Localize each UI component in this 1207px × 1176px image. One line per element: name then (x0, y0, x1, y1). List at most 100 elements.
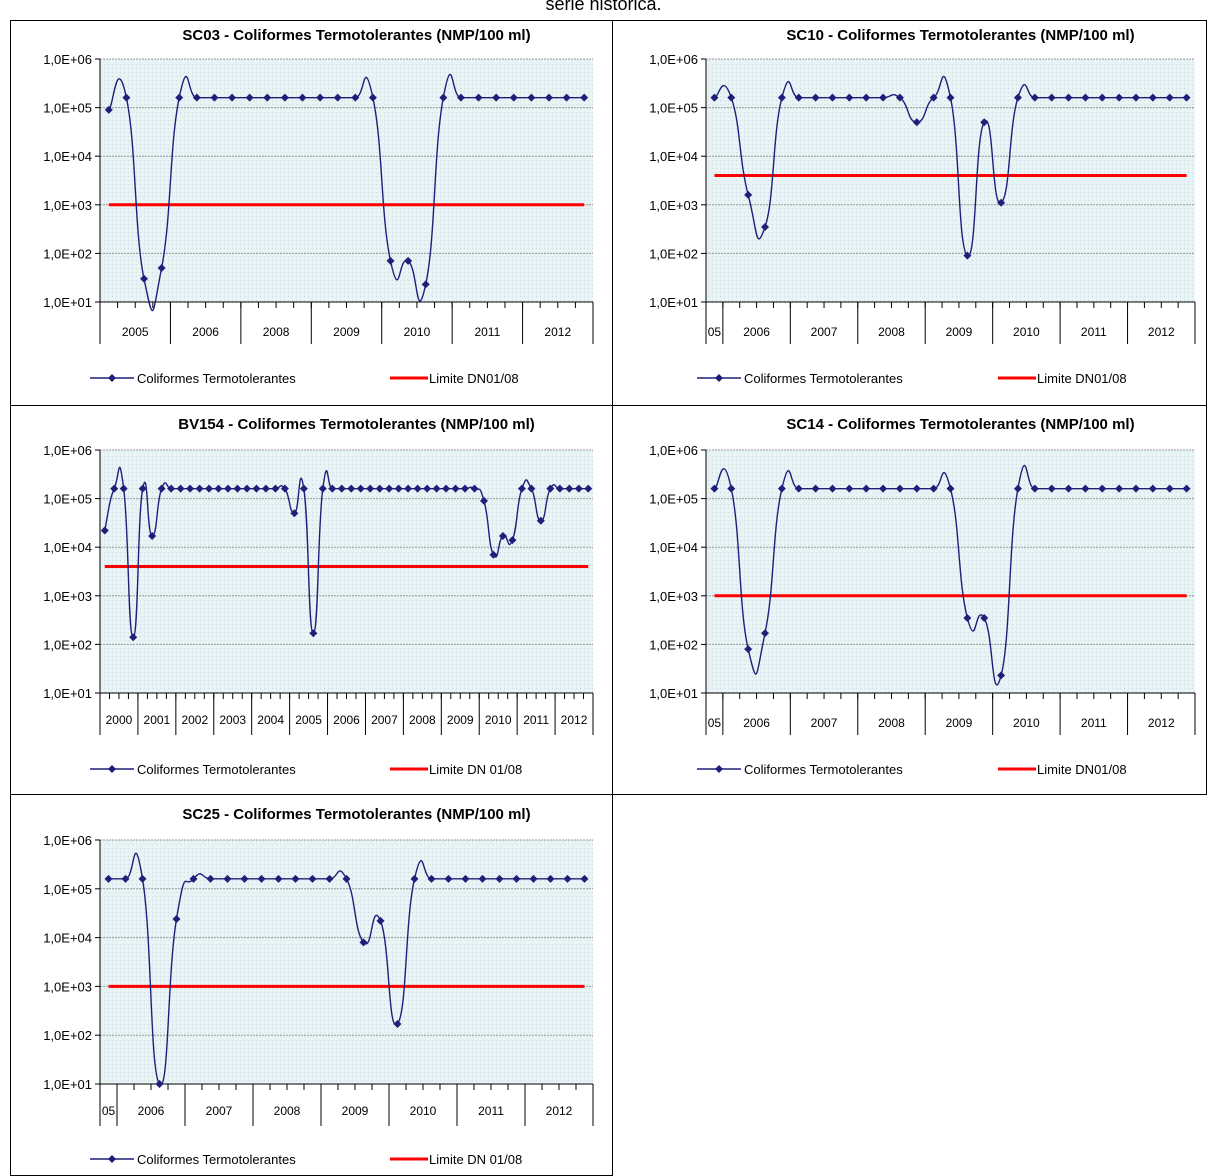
data-point (912, 484, 921, 493)
y-tick-label: 1,0E+05 (649, 101, 698, 116)
x-group-label: 2006 (138, 1104, 165, 1118)
legend-limit-label: Limite DN01/08 (1037, 371, 1127, 386)
y-tick-label: 1,0E+01 (43, 686, 92, 701)
chart-title: SC14 - Coliformes Termotolerantes (NMP/1… (786, 416, 1134, 433)
x-group-label: 2009 (333, 325, 360, 339)
y-tick-label: 1,0E+04 (43, 931, 92, 946)
y-tick-label: 1,0E+06 (649, 52, 698, 67)
data-point (223, 874, 232, 883)
data-point (129, 633, 138, 642)
y-tick-label: 1,0E+05 (649, 492, 698, 507)
data-point (710, 484, 719, 493)
series-line (108, 73, 585, 312)
data-point (121, 874, 130, 883)
x-group-label: 2010 (1013, 716, 1040, 730)
data-point (517, 484, 526, 493)
data-point (318, 484, 327, 493)
data-point (1115, 93, 1124, 102)
data-point (777, 93, 786, 102)
data-point (946, 484, 955, 493)
data-point (555, 484, 564, 493)
data-point (189, 874, 198, 883)
data-point (1064, 93, 1073, 102)
data-point (271, 484, 280, 493)
data-point (175, 93, 184, 102)
data-point (1047, 93, 1056, 102)
data-point (176, 484, 185, 493)
data-point (1081, 93, 1090, 102)
x-group-label: 2008 (878, 325, 905, 339)
data-point (546, 874, 555, 883)
x-group-label: 2005 (295, 713, 322, 727)
data-point (862, 93, 871, 102)
data-point (122, 93, 131, 102)
data-point (845, 93, 854, 102)
data-point (280, 484, 289, 493)
y-tick-label: 1,0E+01 (43, 1077, 92, 1092)
data-point (299, 484, 308, 493)
series-line (714, 75, 1187, 257)
data-point (333, 93, 342, 102)
data-point (245, 93, 254, 102)
plot-area (100, 59, 593, 302)
data-point (138, 484, 147, 493)
y-tick-label: 1,0E+04 (43, 540, 92, 555)
data-point (584, 484, 593, 493)
data-point (192, 93, 201, 102)
chart-title: SC03 - Coliformes Termotolerantes (NMP/1… (182, 27, 530, 44)
legend-series-marker (715, 374, 723, 382)
x-group-label: 2000 (106, 713, 133, 727)
data-point (929, 484, 938, 493)
data-point (580, 93, 589, 102)
y-tick-label: 1,0E+03 (649, 589, 698, 604)
y-tick-label: 1,0E+06 (649, 443, 698, 458)
data-point (375, 484, 384, 493)
data-point (710, 93, 719, 102)
data-point (368, 93, 377, 102)
data-point (895, 484, 904, 493)
y-tick-label: 1,0E+03 (43, 589, 92, 604)
data-point (1148, 93, 1157, 102)
data-point (546, 484, 555, 493)
data-point (1064, 484, 1073, 493)
data-point (997, 198, 1006, 207)
y-tick-label: 1,0E+01 (649, 295, 698, 310)
data-point (1098, 93, 1107, 102)
data-point (342, 874, 351, 883)
chart-3: SC14 - Coliformes Termotolerantes (NMP/1… (649, 416, 1196, 777)
data-point (1030, 93, 1039, 102)
data-point (461, 484, 470, 493)
data-point (404, 484, 413, 493)
data-point (394, 484, 403, 493)
data-point (214, 484, 223, 493)
x-group-label: 2010 (404, 325, 431, 339)
chart-title: SC10 - Coliformes Termotolerantes (NMP/1… (786, 27, 1134, 44)
data-point (337, 484, 346, 493)
legend-limit-label: Limite DN 01/08 (429, 1152, 522, 1167)
data-point (495, 874, 504, 883)
data-point (172, 915, 181, 924)
y-tick-label: 1,0E+02 (43, 637, 92, 652)
data-point (393, 1019, 402, 1028)
data-point (104, 874, 113, 883)
data-point (980, 613, 989, 622)
y-tick-label: 1,0E+06 (43, 52, 92, 67)
data-point (316, 93, 325, 102)
y-tick-label: 1,0E+01 (43, 295, 92, 310)
legend-limit-label: Limite DN01/08 (1037, 762, 1127, 777)
data-point (1182, 484, 1191, 493)
data-point (536, 516, 545, 525)
y-tick-label: 1,0E+04 (649, 149, 698, 164)
data-point (242, 484, 251, 493)
x-group-label: 2006 (743, 325, 770, 339)
data-point (1013, 93, 1022, 102)
data-point (366, 484, 375, 493)
data-point (157, 484, 166, 493)
legend-series-label: Coliformes Termotolerantes (744, 762, 903, 777)
x-group-label: 2012 (561, 713, 588, 727)
data-point (563, 874, 572, 883)
data-point (421, 280, 430, 289)
x-group-label: 2012 (546, 1104, 573, 1118)
x-group-label: 2005 (122, 325, 149, 339)
data-point (359, 938, 368, 947)
